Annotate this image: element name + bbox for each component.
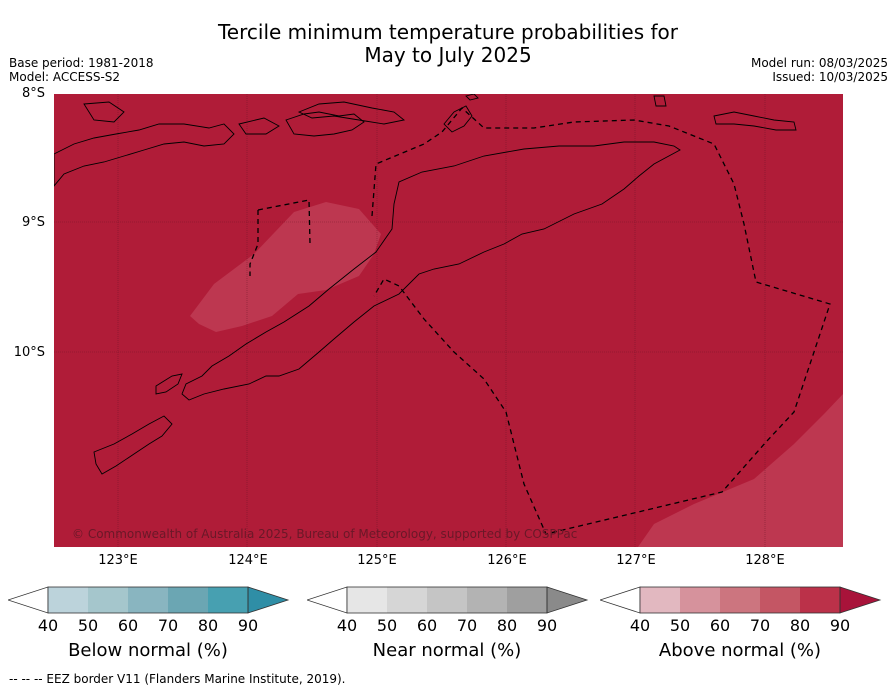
lon-label-128e: 128°E bbox=[745, 553, 785, 568]
above-normal-label: Above normal (%) bbox=[658, 640, 822, 661]
near-normal-swatch-50 bbox=[387, 587, 427, 613]
near-normal-label: Near normal (%) bbox=[372, 640, 522, 661]
eez-border-east bbox=[371, 107, 831, 535]
above-tick-50: 50 bbox=[669, 616, 691, 635]
lat-label-9s: 9°S bbox=[21, 215, 45, 230]
below-normal-swatch-60 bbox=[128, 587, 168, 613]
above-tick-80: 80 bbox=[789, 616, 811, 635]
below-normal-swatch-70 bbox=[168, 587, 208, 613]
near-normal-swatch-60 bbox=[427, 587, 467, 613]
near-tick-70: 70 bbox=[456, 616, 478, 635]
pantar-coastline bbox=[297, 101, 406, 125]
above-tick-60: 60 bbox=[709, 616, 731, 635]
above-tick-40: 40 bbox=[629, 616, 651, 635]
flores-coastline bbox=[54, 123, 235, 187]
near-normal-extend-low bbox=[307, 586, 348, 614]
lon-label-124e: 124°E bbox=[228, 553, 268, 568]
near-normal-colorbar bbox=[307, 586, 589, 614]
issued-label: Issued: 10/03/2025 bbox=[772, 70, 888, 84]
above-tick-70: 70 bbox=[749, 616, 771, 635]
above-normal-swatch-60 bbox=[720, 587, 760, 613]
graticule bbox=[54, 94, 843, 547]
timor-coastline bbox=[181, 141, 681, 401]
chart-title-line1: Tercile minimum temperature probabilitie… bbox=[217, 20, 679, 44]
above-normal-extend-high bbox=[839, 586, 882, 614]
above-normal-swatch-80 bbox=[800, 587, 840, 613]
near-normal-extend-high bbox=[546, 586, 589, 614]
eez-border-west-b bbox=[257, 199, 311, 245]
model-label: Model: ACCESS-S2 bbox=[9, 70, 121, 84]
below-tick-50: 50 bbox=[77, 616, 99, 635]
above-tick-90: 90 bbox=[829, 616, 851, 635]
model-run-label: Model run: 08/03/2025 bbox=[750, 56, 888, 70]
near-tick-40: 40 bbox=[336, 616, 358, 635]
above-normal-swatch-50 bbox=[680, 587, 720, 613]
base-period-label: Base period: 1981-2018 bbox=[9, 56, 154, 70]
above-normal-80-area-southeast bbox=[638, 394, 843, 547]
above-normal-swatch-70 bbox=[760, 587, 800, 613]
near-normal-swatch-80 bbox=[507, 587, 547, 613]
near-normal-swatch-70 bbox=[467, 587, 507, 613]
above-normal-colorbar bbox=[600, 586, 882, 614]
island-coastline-a bbox=[83, 101, 125, 123]
near-tick-80: 80 bbox=[496, 616, 518, 635]
probability-map: © Commonwealth of Australia 2025, Bureau… bbox=[54, 94, 843, 547]
below-normal-extend-high bbox=[247, 586, 290, 614]
above-normal-80-area-west bbox=[190, 202, 381, 332]
near-tick-60: 60 bbox=[416, 616, 438, 635]
lon-label-123e: 123°E bbox=[98, 553, 138, 568]
alor-coastline bbox=[285, 111, 365, 137]
below-normal-colorbar bbox=[8, 586, 290, 614]
below-tick-90: 90 bbox=[237, 616, 259, 635]
copyright-text: © Commonwealth of Australia 2025, Bureau… bbox=[72, 527, 577, 541]
below-tick-80: 80 bbox=[197, 616, 219, 635]
chart-title-line2: May to July 2025 bbox=[364, 43, 532, 67]
wetar-east-coastline bbox=[713, 111, 797, 131]
near-normal-swatch-40 bbox=[347, 587, 387, 613]
below-normal-label: Below normal (%) bbox=[68, 640, 228, 661]
below-tick-40: 40 bbox=[37, 616, 59, 635]
below-normal-extend-low bbox=[8, 586, 49, 614]
above-normal-swatch-40 bbox=[640, 587, 680, 613]
lat-label-8s: 8°S bbox=[21, 86, 45, 101]
below-normal-swatch-50 bbox=[88, 587, 128, 613]
island-coastline-d bbox=[465, 94, 479, 101]
lon-label-127e: 127°E bbox=[616, 553, 656, 568]
near-tick-90: 90 bbox=[536, 616, 558, 635]
rote-island-coastline bbox=[93, 415, 173, 475]
lat-label-10s: 10°S bbox=[13, 345, 45, 360]
above-normal-extend-low bbox=[600, 586, 641, 614]
above-normal-90-area bbox=[54, 94, 843, 547]
island-coastline-b bbox=[238, 117, 280, 135]
lon-label-125e: 125°E bbox=[357, 553, 397, 568]
below-tick-60: 60 bbox=[117, 616, 139, 635]
near-tick-50: 50 bbox=[376, 616, 398, 635]
semau-island-coastline bbox=[155, 373, 183, 395]
below-normal-swatch-40 bbox=[48, 587, 88, 613]
atauro-coastline bbox=[443, 105, 473, 133]
lon-label-126e: 126°E bbox=[487, 553, 527, 568]
below-tick-70: 70 bbox=[157, 616, 179, 635]
below-normal-swatch-80 bbox=[208, 587, 248, 613]
island-coastline-c bbox=[653, 95, 667, 107]
eez-border-legend: -- -- -- EEZ border V11 (Flanders Marine… bbox=[9, 672, 346, 686]
